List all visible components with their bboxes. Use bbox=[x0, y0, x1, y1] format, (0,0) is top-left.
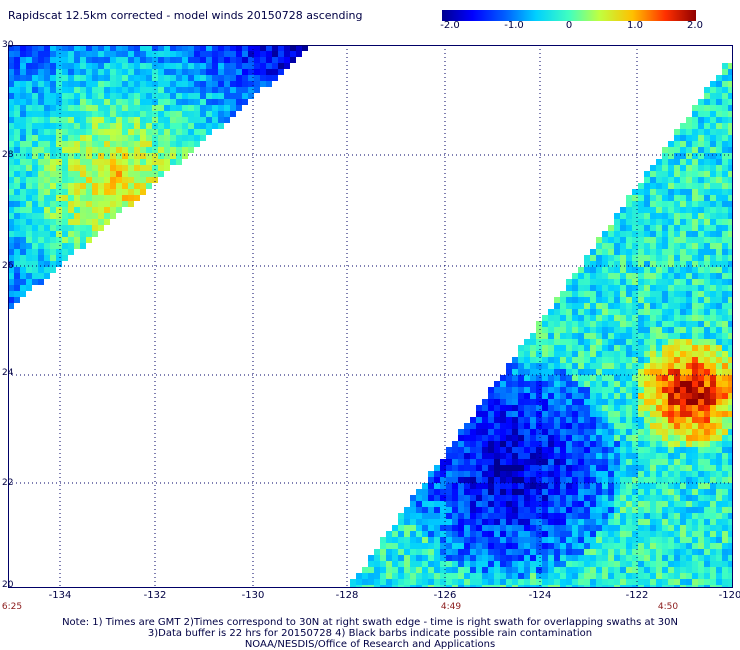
note-line-1: Note: 1) Times are GMT 2)Times correspon… bbox=[62, 617, 678, 628]
lat-label: 22 bbox=[2, 478, 14, 488]
colorbar-tick: -1.0 bbox=[504, 20, 524, 31]
lat-label: 30 bbox=[2, 40, 14, 50]
lon-label: -130 bbox=[241, 590, 265, 601]
lon-label: -122 bbox=[625, 590, 649, 601]
wind-map-plot bbox=[8, 45, 733, 588]
colorbar-tick: 0 bbox=[565, 20, 573, 31]
lat-label: 24 bbox=[2, 368, 14, 378]
colorbar-tick: 1.0 bbox=[627, 20, 643, 31]
colorbar-tick: -2.0 bbox=[440, 20, 460, 31]
map-title: Rapidscat 12.5km corrected - model winds… bbox=[8, 9, 363, 22]
lon-label: -120 bbox=[718, 590, 740, 601]
lat-label: 26 bbox=[2, 261, 14, 271]
lat-label: 28 bbox=[2, 150, 14, 160]
colorbar-tick: 2.0 bbox=[687, 20, 703, 31]
time-label: 6:25 bbox=[1, 602, 23, 612]
swath-raster bbox=[8, 45, 733, 588]
time-label: 4:50 bbox=[657, 602, 679, 612]
lon-label: -132 bbox=[143, 590, 167, 601]
lon-label: -126 bbox=[433, 590, 457, 601]
map-grid bbox=[8, 45, 733, 588]
time-label: 4:49 bbox=[440, 602, 462, 612]
note-line-2: 3)Data buffer is 22 hrs for 20150728 4) … bbox=[147, 628, 593, 639]
note-line-3: NOAA/NESDIS/Office of Research and Appli… bbox=[244, 639, 496, 650]
lon-label: -134 bbox=[48, 590, 72, 601]
map-frame bbox=[8, 45, 733, 588]
lon-label: -124 bbox=[528, 590, 552, 601]
colorbar bbox=[442, 10, 696, 21]
lon-label: -128 bbox=[335, 590, 359, 601]
lat-label: 20 bbox=[2, 580, 14, 590]
